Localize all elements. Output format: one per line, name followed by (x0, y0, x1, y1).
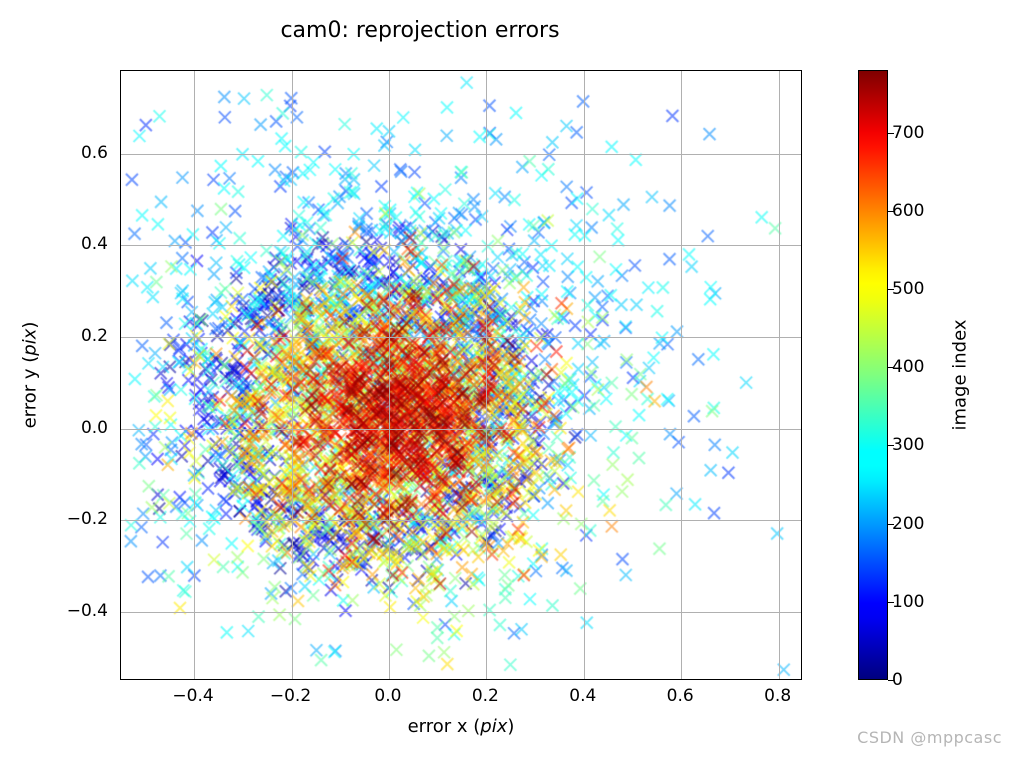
y-tick-label: −0.4 (58, 601, 108, 621)
scatter-canvas (121, 71, 801, 679)
colorbar-tick-label: 100 (892, 592, 924, 612)
x-axis-label-text: error x (pix) (408, 716, 515, 737)
colorbar-tick-label: 700 (892, 123, 924, 143)
colorbar (858, 70, 888, 680)
grid-line-vertical (194, 71, 195, 679)
grid-line-horizontal (121, 337, 801, 338)
x-tick-label: −0.4 (172, 686, 213, 706)
grid-line-vertical (292, 71, 293, 679)
x-axis-label: error x (pix) (120, 716, 802, 737)
grid-line-horizontal (121, 245, 801, 246)
grid-line-vertical (584, 71, 585, 679)
colorbar-tick-label: 400 (892, 357, 924, 377)
plot-area (120, 70, 802, 680)
grid-line-vertical (389, 71, 390, 679)
y-tick-label: 0.4 (58, 234, 108, 254)
colorbar-tick-label: 300 (892, 435, 924, 455)
grid-line-horizontal (121, 520, 801, 521)
grid-line-horizontal (121, 612, 801, 613)
x-tick-label: 0.6 (667, 686, 694, 706)
y-tick-label: 0.6 (58, 143, 108, 163)
grid-line-horizontal (121, 154, 801, 155)
y-axis-label: error y (pix) (20, 322, 41, 429)
x-tick-label: 0.0 (374, 686, 401, 706)
plot-title: cam0: reprojection errors (0, 18, 840, 43)
figure: cam0: reprojection errors −0.4 −0.2 0.0 0.2… (0, 0, 1016, 757)
grid-line-vertical (486, 71, 487, 679)
y-tick-label: 0.2 (58, 326, 108, 346)
grid-line-vertical (779, 71, 780, 679)
x-tick-label: −0.2 (270, 686, 311, 706)
colorbar-tick-label: 500 (892, 279, 924, 299)
y-axis-label-text: error y (pix) (20, 322, 41, 429)
x-tick-label: 0.8 (764, 686, 791, 706)
watermark: CSDN @mppcasc (857, 728, 1002, 747)
colorbar-tick-label: 200 (892, 514, 924, 534)
x-tick-label: 0.2 (472, 686, 499, 706)
x-tick-label: 0.4 (569, 686, 596, 706)
colorbar-label: image index (950, 319, 971, 430)
grid-line-vertical (681, 71, 682, 679)
colorbar-tick-label: 0 (892, 670, 903, 690)
y-tick-label: −0.2 (58, 509, 108, 529)
grid-line-horizontal (121, 429, 801, 430)
y-tick-label: 0.0 (58, 418, 108, 438)
colorbar-tick-label: 600 (892, 201, 924, 221)
